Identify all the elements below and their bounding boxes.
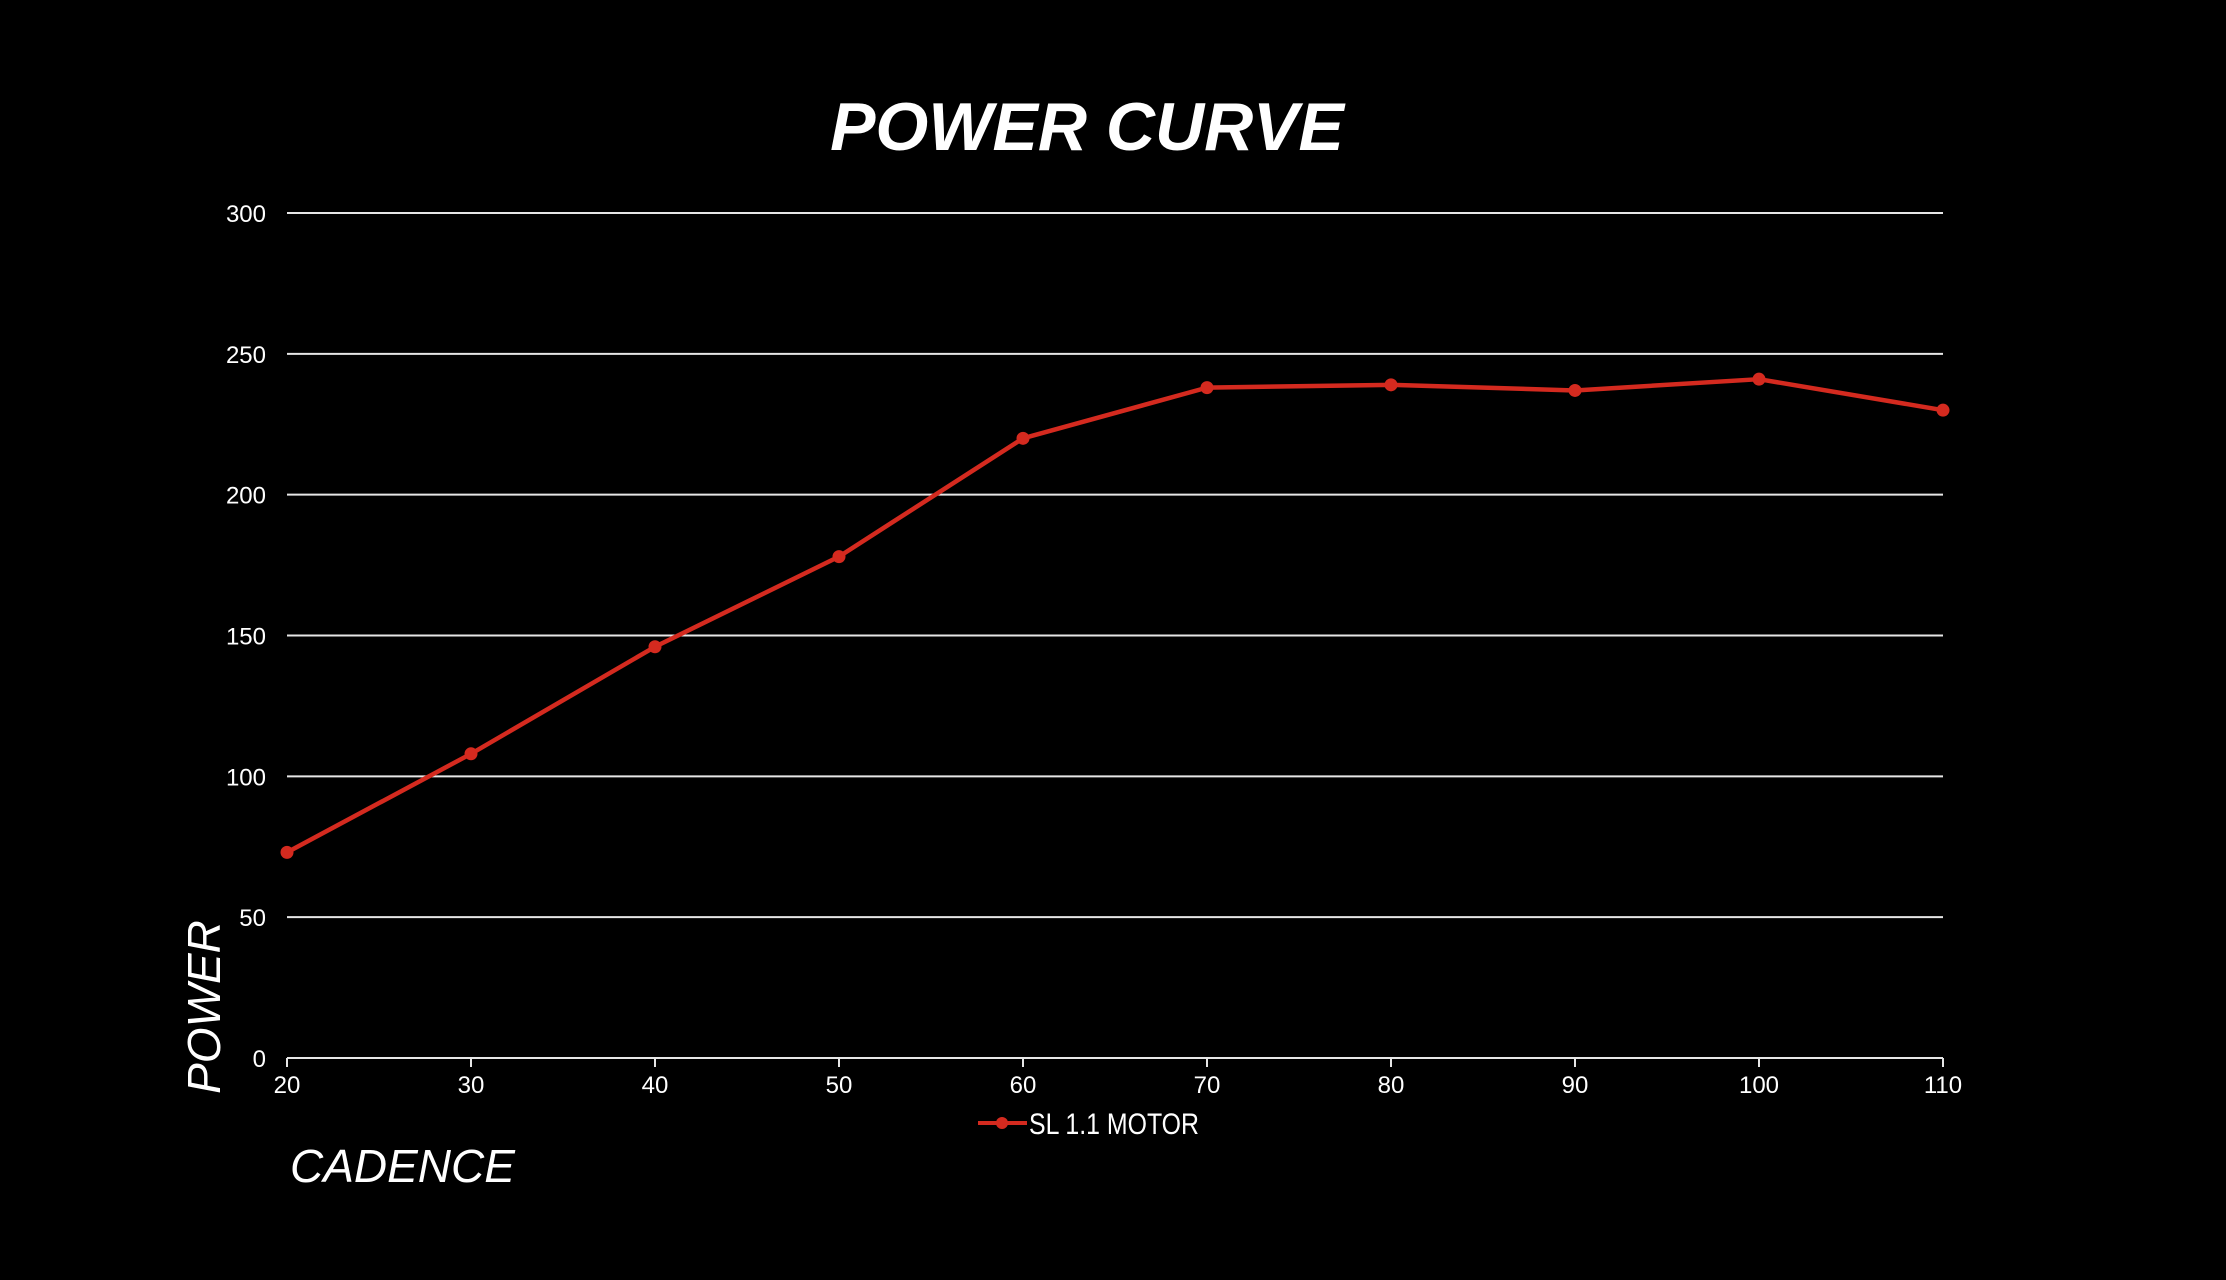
grid-lines (287, 212, 1943, 919)
y-tick-label-300: 300 (226, 201, 266, 228)
legend: SL 1.1 MOTOR (978, 1108, 1199, 1141)
y-tick-label-100: 100 (226, 764, 266, 791)
x-axis: 20 30 40 50 60 70 80 90 100 110 (274, 1057, 1962, 1099)
data-point-60 (1016, 431, 1030, 445)
data-point-40 (648, 640, 662, 654)
x-axis-label: CADENCE (290, 1140, 516, 1192)
x-tick-label-70: 70 (1194, 1072, 1221, 1099)
y-tick-label-250: 250 (226, 342, 266, 369)
y-tick-label-150: 150 (226, 624, 266, 651)
data-point-100 (1752, 372, 1766, 386)
x-tick-label-60: 60 (1010, 1072, 1037, 1099)
data-point-30 (464, 747, 478, 761)
data-point-90 (1568, 383, 1582, 397)
legend-marker-swatch (996, 1117, 1008, 1129)
x-tick-label-50: 50 (826, 1072, 853, 1099)
data-point-20 (280, 845, 294, 859)
y-tick-label-0: 0 (253, 1046, 266, 1073)
x-tick-label-80: 80 (1378, 1072, 1405, 1099)
data-point-70 (1200, 381, 1214, 395)
x-tick-label-20: 20 (274, 1072, 301, 1099)
x-tick-label-40: 40 (642, 1072, 669, 1099)
chart-title: POWER CURVE (830, 89, 1346, 165)
y-axis-tick-labels: 0 50 100 150 200 250 300 (226, 201, 266, 1073)
y-axis-label: POWER (178, 920, 230, 1094)
x-tick-label-90: 90 (1562, 1072, 1589, 1099)
y-tick-label-200: 200 (226, 483, 266, 510)
y-tick-label-50: 50 (239, 905, 266, 932)
x-tick-label-110: 110 (1924, 1072, 1962, 1099)
x-tick-label-30: 30 (458, 1072, 485, 1099)
data-point-110 (1936, 403, 1950, 417)
series-sl-motor (280, 372, 1950, 859)
data-point-80 (1384, 378, 1398, 392)
legend-label: SL 1.1 MOTOR (1029, 1108, 1199, 1141)
series-line-0 (284, 376, 1946, 855)
data-point-50 (832, 550, 846, 564)
x-tick-label-100: 100 (1739, 1072, 1779, 1099)
